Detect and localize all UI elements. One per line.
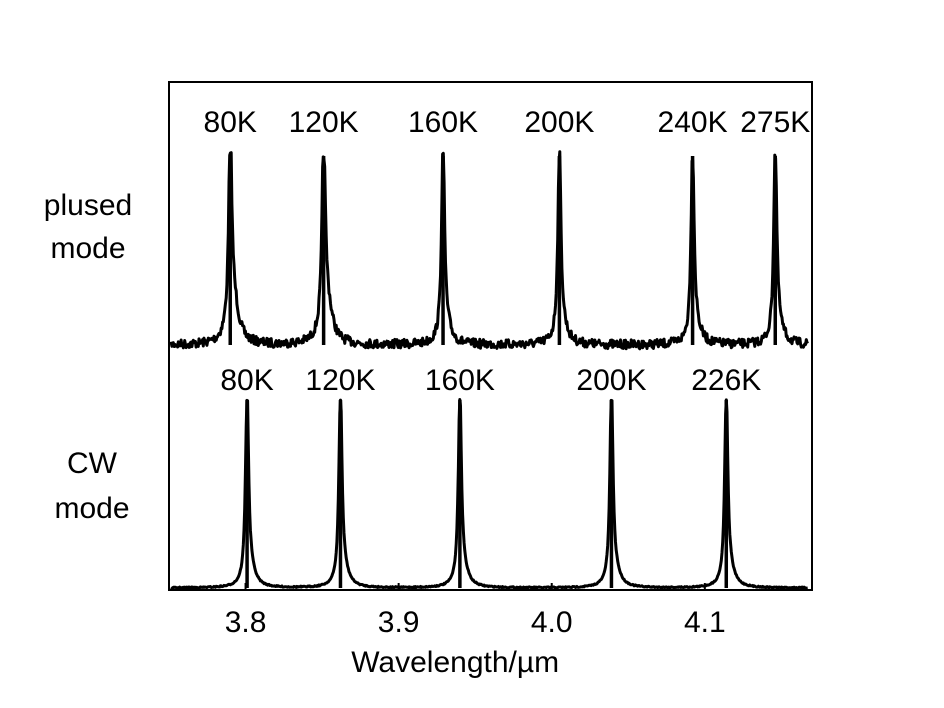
x-tick-label: 4.0	[531, 606, 573, 639]
peak-label-120K: 120K	[289, 106, 359, 139]
panel-mode-label: mode	[54, 492, 129, 525]
panel-pulsed	[169, 150, 809, 351]
peak-label-200K: 200K	[524, 106, 594, 139]
peak-label-80K: 80K	[220, 364, 273, 397]
peak-label-160K: 160K	[408, 106, 478, 139]
spectrum-trace	[170, 398, 809, 590]
panel-cw	[170, 398, 809, 590]
panel-mode-label: mode	[50, 232, 125, 265]
peak-label-200K: 200K	[576, 364, 646, 397]
peak-label-240K: 240K	[658, 106, 728, 139]
x-tick-label: 4.1	[684, 606, 726, 639]
spectra-traces	[169, 150, 809, 590]
chart-labels: 3.8 3.9 4.0 4.1 Wavelength/µm plused mode 80K 12…	[44, 106, 810, 679]
x-tick-label: 3.8	[225, 606, 267, 639]
peak-label-80K: 80K	[204, 106, 257, 139]
x-axis-title: Wavelength/µm	[351, 646, 559, 679]
peak-label-120K: 120K	[305, 364, 375, 397]
peak-label-160K: 160K	[425, 364, 495, 397]
panel-mode-label: plused	[44, 189, 132, 222]
x-tick-label: 3.9	[378, 606, 420, 639]
peak-label-226K: 226K	[691, 364, 761, 397]
plot-frame	[168, 81, 813, 591]
plot-border	[168, 81, 813, 591]
spectrum-trace	[169, 150, 809, 351]
peak-label-275K: 275K	[740, 106, 810, 139]
panel-mode-label: CW	[67, 447, 118, 480]
